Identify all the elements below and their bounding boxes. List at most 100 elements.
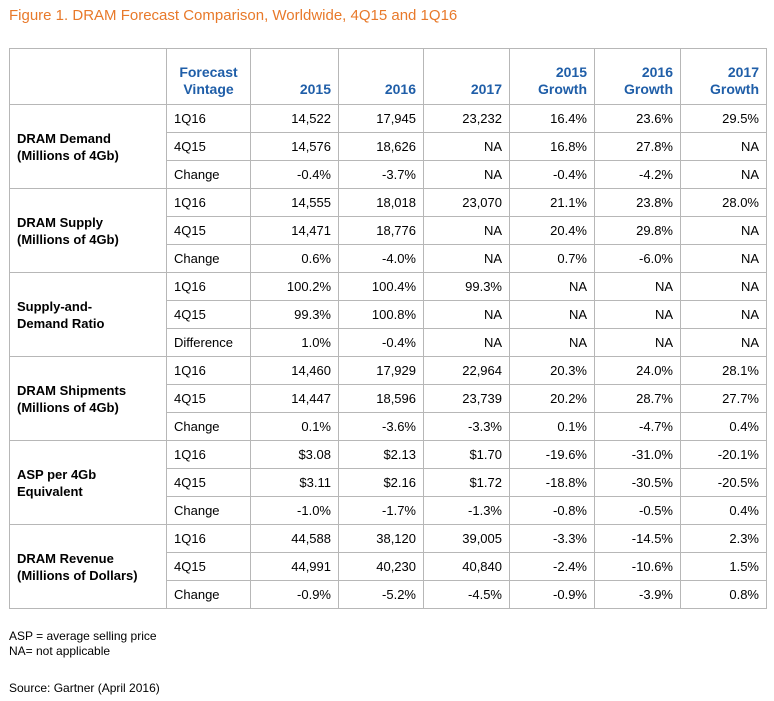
table-row: DRAM Supply (Millions of 4Gb) 1Q16 14,555 18… (9, 188, 767, 273)
value-cell: 100.2% (250, 272, 339, 301)
value-cell: NA (680, 216, 767, 245)
value-cell: 18,018 (338, 188, 424, 217)
value-cell: -0.8% (509, 496, 595, 525)
value-cell: 14,460 (250, 356, 339, 385)
value-cell: NA (594, 300, 681, 329)
table-row: DRAM Shipments (Millions of 4Gb) 1Q16 14,46… (9, 356, 767, 441)
value-cell: NA (680, 244, 767, 273)
value-cell: 16.4% (509, 104, 595, 133)
value-cell: -0.9% (250, 580, 339, 609)
value-cell: $1.70 (423, 440, 510, 469)
figure-title: Figure 1. DRAM Forecast Comparison, Worl… (9, 7, 458, 24)
value-cell: $2.16 (338, 468, 424, 497)
value-cell: 0.4% (680, 496, 767, 525)
value-cell: 29.5% (680, 104, 767, 133)
value-cell: 18,776 (338, 216, 424, 245)
column-header: 2017 (423, 48, 510, 105)
group-label: Supply-and- Demand Ratio (9, 272, 167, 357)
value-cell: 23.8% (594, 188, 681, 217)
value-cell: -31.0% (594, 440, 681, 469)
vintage-cell: 4Q15 (166, 468, 251, 497)
vintage-cell: 1Q16 (166, 356, 251, 385)
value-cell: NA (423, 328, 510, 357)
value-cell: -30.5% (594, 468, 681, 497)
value-cell: NA (594, 272, 681, 301)
value-cell: -0.4% (338, 328, 424, 357)
table-row: 4Q15 $3.11 $2.16 $1.72 -18.8% -30.5% -20.5% (10, 468, 767, 497)
value-cell: 28.0% (680, 188, 767, 217)
value-cell: 22,964 (423, 356, 510, 385)
value-cell: -0.4% (250, 160, 339, 189)
value-cell: 20.4% (509, 216, 595, 245)
vintage-cell: Change (166, 496, 251, 525)
value-cell: -20.5% (680, 468, 767, 497)
table-row: Change -0.4% -3.7% NA -0.4% -4.2% NA (10, 160, 767, 189)
column-header: 2015 Growth (509, 48, 595, 105)
value-cell: 0.6% (250, 244, 339, 273)
value-cell: $3.08 (250, 440, 339, 469)
value-cell: NA (680, 328, 767, 357)
value-cell: -1.0% (250, 496, 339, 525)
value-cell: NA (509, 300, 595, 329)
value-cell: -4.7% (594, 412, 681, 441)
value-cell: 38,120 (338, 524, 424, 553)
column-header: 2017 Growth (680, 48, 767, 105)
vintage-cell: 1Q16 (166, 440, 251, 469)
value-cell: $1.72 (423, 468, 510, 497)
value-cell: 0.1% (509, 412, 595, 441)
value-cell: 17,945 (338, 104, 424, 133)
table-row: 4Q15 14,447 18,596 23,739 20.2% 28.7% 27.7% (10, 384, 767, 413)
value-cell: NA (680, 272, 767, 301)
group-label: DRAM Supply (Millions of 4Gb) (9, 188, 167, 273)
value-cell: 0.4% (680, 412, 767, 441)
value-cell: NA (423, 216, 510, 245)
group-label: DRAM Shipments (Millions of 4Gb) (9, 356, 167, 441)
table-row: DRAM Revenue (Millions of Dollars) 1Q16 44,… (9, 524, 767, 609)
value-cell: -5.2% (338, 580, 424, 609)
value-cell: 100.8% (338, 300, 424, 329)
vintage-cell: 4Q15 (166, 552, 251, 581)
vintage-cell: 4Q15 (166, 384, 251, 413)
table-row: 4Q15 14,576 18,626 NA 16.8% 27.8% NA (10, 132, 767, 161)
note-na: NA= not applicable (9, 644, 111, 658)
value-cell: 23,739 (423, 384, 510, 413)
vintage-cell: 1Q16 (166, 524, 251, 553)
column-header: 2016 Growth (594, 48, 681, 105)
value-cell: 0.7% (509, 244, 595, 273)
value-cell: 14,555 (250, 188, 339, 217)
value-cell: NA (680, 132, 767, 161)
header-blank-cell (9, 48, 167, 105)
vintage-cell: 1Q16 (166, 272, 251, 301)
group-label: DRAM Demand (Millions of 4Gb) (9, 104, 167, 189)
value-cell: NA (509, 328, 595, 357)
value-cell: 28.1% (680, 356, 767, 385)
vintage-cell: Change (166, 412, 251, 441)
vintage-cell: Difference (166, 328, 251, 357)
table-row: Change 0.6% -4.0% NA 0.7% -6.0% NA (10, 244, 767, 273)
value-cell: 18,596 (338, 384, 424, 413)
value-cell: 24.0% (594, 356, 681, 385)
value-cell: -0.9% (509, 580, 595, 609)
value-cell: 99.3% (250, 300, 339, 329)
value-cell: -1.7% (338, 496, 424, 525)
table-row: Change 0.1% -3.6% -3.3% 0.1% -4.7% 0.4% (10, 412, 767, 441)
value-cell: NA (680, 160, 767, 189)
value-cell: -3.9% (594, 580, 681, 609)
value-cell: $3.11 (250, 468, 339, 497)
value-cell: NA (423, 300, 510, 329)
value-cell: 0.1% (250, 412, 339, 441)
column-header: 2015 (250, 48, 339, 105)
vintage-cell: 4Q15 (166, 132, 251, 161)
vintage-cell: Change (166, 580, 251, 609)
value-cell: NA (594, 328, 681, 357)
table-row: DRAM Demand (Millions of 4Gb) 1Q16 14,522 17… (9, 104, 767, 189)
vintage-cell: 1Q16 (166, 104, 251, 133)
note-asp: ASP = average selling price (9, 629, 157, 643)
value-cell: -20.1% (680, 440, 767, 469)
table-notes: ASP = average selling price NA= not appl… (9, 629, 157, 659)
value-cell: -3.3% (509, 524, 595, 553)
value-cell: NA (423, 160, 510, 189)
value-cell: 1.5% (680, 552, 767, 581)
value-cell: $2.13 (338, 440, 424, 469)
value-cell: NA (423, 132, 510, 161)
